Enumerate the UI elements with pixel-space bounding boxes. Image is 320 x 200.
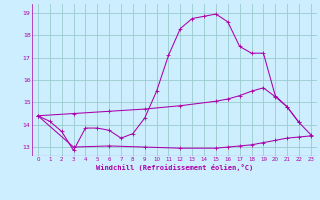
X-axis label: Windchill (Refroidissement éolien,°C): Windchill (Refroidissement éolien,°C) bbox=[96, 164, 253, 171]
